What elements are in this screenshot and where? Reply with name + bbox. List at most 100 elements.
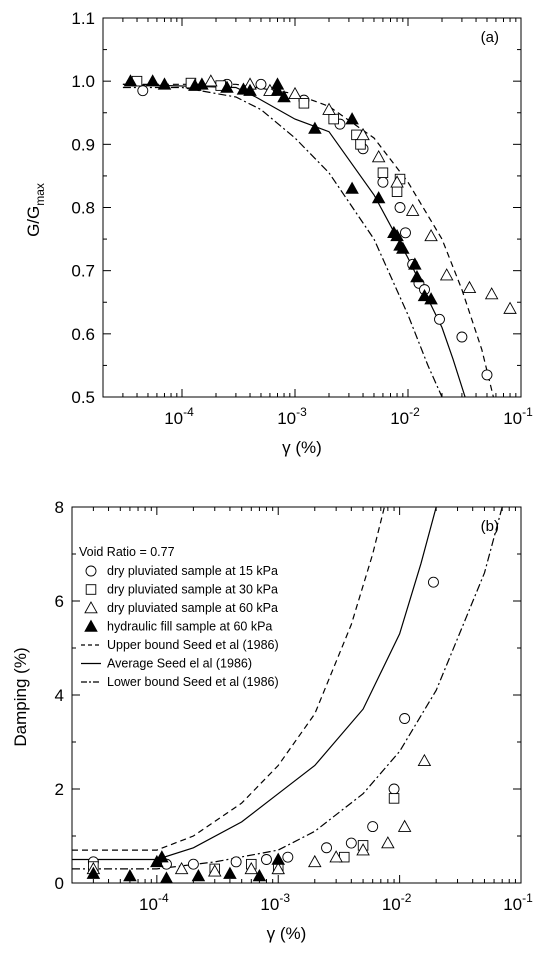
x-tick-label: 10-1 <box>503 405 533 428</box>
curve-dashdot <box>122 86 443 397</box>
y-tick-label: 0.9 <box>71 135 95 154</box>
marker-triangle-filled <box>396 241 410 254</box>
marker-circle <box>377 176 389 188</box>
marker-circle <box>261 854 272 865</box>
legend-entry-label: hydraulic fill sample at 60 kPa <box>107 620 272 634</box>
marker-circle <box>428 576 439 588</box>
x-axis-title: γ (%) <box>282 438 322 457</box>
curve-solid <box>122 83 466 397</box>
y-tick-label: 6 <box>55 592 64 611</box>
marker-triangle-filled <box>410 270 424 283</box>
x-tick-label: 10-4 <box>139 891 169 914</box>
marker-triangle-filled <box>408 257 422 270</box>
marker-circle <box>345 837 357 849</box>
marker-triangle <box>288 86 302 100</box>
marker-triangle <box>381 836 395 849</box>
marker-triangle <box>207 864 222 877</box>
marker-triangle-filled <box>220 80 234 93</box>
y-tick-label: 1.0 <box>71 72 95 91</box>
marker-triangle <box>322 102 336 115</box>
marker-triangle <box>397 819 412 832</box>
legend-entry-label: dry pluviated sample at 30 kPa <box>107 583 278 597</box>
marker-circle <box>434 313 445 325</box>
marker-circle <box>255 78 267 90</box>
marker-triangle <box>503 301 517 314</box>
marker-triangle-filled <box>86 866 101 879</box>
curve-solid <box>72 507 437 861</box>
marker-triangle-filled <box>223 866 237 879</box>
curve-dashed <box>72 507 385 851</box>
x-tick-label: 10-2 <box>390 405 420 428</box>
marker-square <box>377 167 389 179</box>
marker-circle <box>388 783 400 795</box>
marker-triangle <box>405 203 420 216</box>
legend-symbol-triangle-filled <box>84 619 98 632</box>
legend-title: Void Ratio = 0.77 <box>79 545 175 559</box>
marker-triangle <box>308 854 322 868</box>
y-tick-label: 8 <box>55 498 64 517</box>
marker-triangle-filled <box>417 289 432 302</box>
marker-triangle-filled <box>155 850 169 863</box>
marker-triangle-filled <box>123 869 137 882</box>
marker-circle <box>481 369 493 381</box>
x-axis-title: γ (%) <box>267 924 307 943</box>
marker-triangle <box>271 861 285 875</box>
marker-triangle <box>174 861 189 875</box>
marker-triangle-filled <box>371 191 386 204</box>
marker-circle <box>456 331 468 343</box>
data-markers <box>86 576 439 884</box>
marker-triangle-filled <box>157 77 172 90</box>
marker-triangle-filled <box>243 83 257 96</box>
legend-entry-label: dry pluviated sample at 15 kPa <box>107 564 278 578</box>
y-axis-title: Damping (%) <box>11 647 30 746</box>
marker-triangle <box>417 753 432 767</box>
marker-square <box>391 186 403 197</box>
marker-circle <box>282 851 294 863</box>
chart-panel-b: 10-4 10-3 10-2 10-1 0 2 4 6 8 (b) γ (%) Damping (%)… <box>11 498 533 943</box>
y-tick-label: 0 <box>55 874 64 893</box>
legend: Void Ratio = 0.77 dry pluviated sample at… <box>79 545 279 689</box>
marker-square <box>388 793 400 804</box>
panel-label: (a) <box>481 29 499 46</box>
marker-triangle <box>329 850 343 863</box>
legend-entry-label: Average Seed el al (1986) <box>107 657 252 671</box>
marker-triangle-filled <box>271 852 285 865</box>
legend-symbol-square <box>85 584 97 595</box>
marker-triangle-filled <box>345 112 359 125</box>
y-tick-label: 4 <box>55 686 64 705</box>
marker-circle <box>367 821 379 833</box>
marker-triangle-filled <box>123 74 138 87</box>
marker-triangle <box>371 150 386 163</box>
marker-triangle-filled <box>195 77 209 90</box>
marker-square <box>298 98 310 109</box>
marker-triangle <box>424 228 438 242</box>
bound-curves <box>122 83 494 397</box>
marker-triangle-filled <box>308 121 322 134</box>
x-tick-label: 10-3 <box>277 405 307 428</box>
marker-triangle <box>484 287 499 300</box>
marker-triangle <box>439 268 454 281</box>
legend-symbol-triangle <box>84 601 98 614</box>
marker-triangle <box>204 74 218 87</box>
marker-triangle-filled <box>270 83 285 96</box>
marker-triangle-filled <box>345 181 359 194</box>
marker-triangle <box>356 127 370 141</box>
marker-square <box>328 113 339 125</box>
marker-triangle-filled <box>277 90 291 103</box>
x-tick-label: 10-1 <box>503 891 533 914</box>
data-markers <box>123 74 517 381</box>
marker-triangle-filled <box>191 869 206 882</box>
legend-entry-label: Upper bound Seed et al (1986) <box>107 638 279 652</box>
y-tick-label: 0.5 <box>71 388 95 407</box>
legend-entry-label: Lower bound Seed et al (1986) <box>107 675 279 689</box>
y-tick-label: 2 <box>55 780 64 799</box>
marker-circle <box>230 856 242 868</box>
marker-circle <box>187 858 199 870</box>
marker-circle <box>399 713 411 724</box>
marker-triangle <box>390 175 404 188</box>
marker-triangle-filled <box>252 869 267 882</box>
chart-panel-a: 10-4 10-3 10-2 10-1 0.5 0.6 0.7 0.8 0.9 1.0 1.1 (a)… <box>24 9 533 457</box>
marker-circle <box>137 85 149 97</box>
marker-circle <box>321 842 332 854</box>
y-tick-label: 1.1 <box>71 9 95 28</box>
